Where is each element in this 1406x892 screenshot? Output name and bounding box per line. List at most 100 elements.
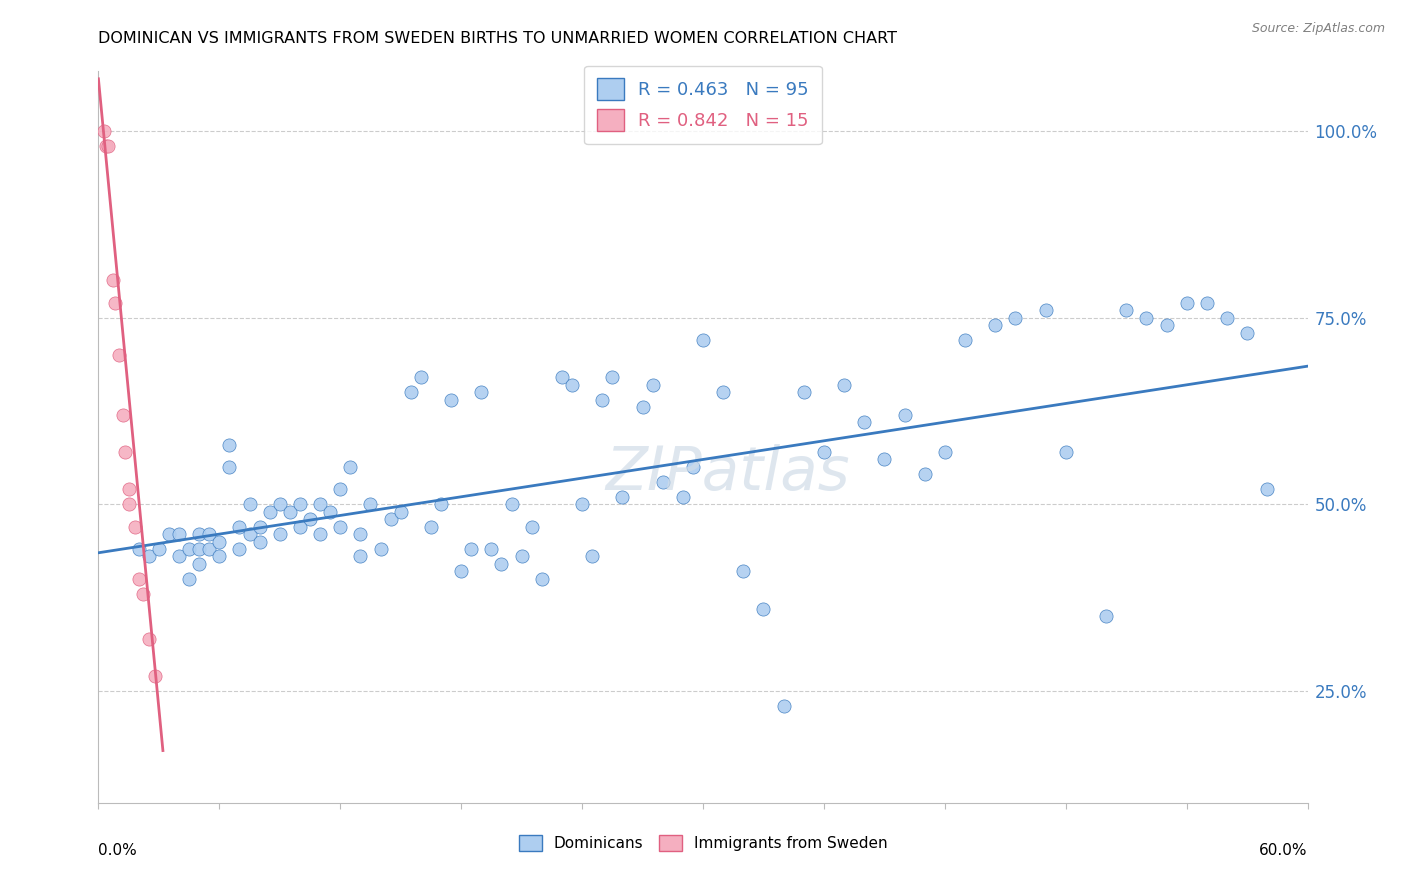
Point [682, 459, 704, 474]
Point [440, 392, 463, 407]
Point [793, 385, 815, 400]
Point [128, 542, 150, 557]
Point [1035, 303, 1057, 318]
Point [118, 483, 141, 497]
Point [1256, 483, 1278, 497]
Point [501, 497, 523, 511]
Point [591, 392, 613, 407]
Point [380, 512, 402, 526]
Point [481, 542, 503, 557]
Point [259, 505, 281, 519]
Point [278, 505, 301, 519]
Point [198, 542, 221, 557]
Point [179, 572, 201, 586]
Text: Source: ZipAtlas.com: Source: ZipAtlas.com [1251, 22, 1385, 36]
Point [772, 698, 794, 713]
Point [93, 124, 115, 138]
Point [329, 519, 352, 533]
Text: 60.0%: 60.0% [1260, 843, 1308, 858]
Point [914, 467, 936, 482]
Point [692, 333, 714, 347]
Point [470, 385, 492, 400]
Point [612, 490, 634, 504]
Point [1236, 326, 1258, 340]
Point [228, 542, 250, 557]
Point [420, 519, 443, 533]
Point [370, 542, 392, 557]
Point [1115, 303, 1137, 318]
Point [249, 534, 271, 549]
Point [188, 542, 211, 557]
Point [1054, 445, 1077, 459]
Point [96, 139, 118, 153]
Point [631, 401, 654, 415]
Point [934, 445, 956, 459]
Text: ZIPatlas: ZIPatlas [605, 444, 849, 503]
Point [319, 505, 342, 519]
Point [530, 572, 553, 586]
Point [733, 565, 755, 579]
Point [299, 512, 322, 526]
Point [249, 519, 271, 533]
Point [510, 549, 533, 564]
Point [239, 527, 262, 541]
Point [101, 273, 124, 287]
Point [349, 527, 371, 541]
Point [218, 437, 240, 451]
Point [893, 408, 915, 422]
Point [188, 527, 211, 541]
Point [551, 370, 574, 384]
Point [269, 527, 291, 541]
Point [188, 557, 211, 571]
Point [128, 572, 150, 586]
Point [114, 445, 136, 459]
Point [218, 459, 240, 474]
Point [399, 385, 422, 400]
Point [602, 370, 624, 384]
Point [349, 549, 371, 564]
Point [853, 415, 876, 429]
Point [1095, 609, 1118, 624]
Point [1175, 295, 1198, 310]
Point [953, 333, 976, 347]
Point [198, 527, 221, 541]
Point [520, 519, 543, 533]
Point [179, 542, 201, 557]
Point [208, 549, 231, 564]
Point [430, 497, 453, 511]
Point [167, 527, 190, 541]
Point [107, 348, 129, 362]
Legend: Dominicans, Immigrants from Sweden: Dominicans, Immigrants from Sweden [512, 830, 894, 857]
Point [491, 557, 513, 571]
Point [752, 601, 775, 615]
Point [672, 490, 695, 504]
Point [984, 318, 1007, 332]
Point [1216, 310, 1239, 325]
Text: 0.0%: 0.0% [98, 843, 138, 858]
Point [651, 475, 673, 489]
Point [1004, 310, 1026, 325]
Point [138, 632, 160, 646]
Point [1135, 310, 1157, 325]
Point [124, 519, 146, 533]
Point [288, 519, 311, 533]
Point [309, 497, 332, 511]
Point [571, 497, 593, 511]
Text: DOMINICAN VS IMMIGRANTS FROM SWEDEN BIRTHS TO UNMARRIED WOMEN CORRELATION CHART: DOMINICAN VS IMMIGRANTS FROM SWEDEN BIRT… [98, 31, 897, 46]
Point [832, 377, 855, 392]
Point [269, 497, 291, 511]
Point [208, 534, 231, 549]
Point [309, 527, 332, 541]
Point [450, 565, 472, 579]
Point [97, 139, 120, 153]
Point [148, 542, 170, 557]
Point [409, 370, 432, 384]
Point [132, 587, 155, 601]
Point [873, 452, 896, 467]
Point [389, 505, 412, 519]
Point [103, 295, 125, 310]
Point [167, 549, 190, 564]
Point [329, 483, 352, 497]
Point [711, 385, 734, 400]
Point [460, 542, 482, 557]
